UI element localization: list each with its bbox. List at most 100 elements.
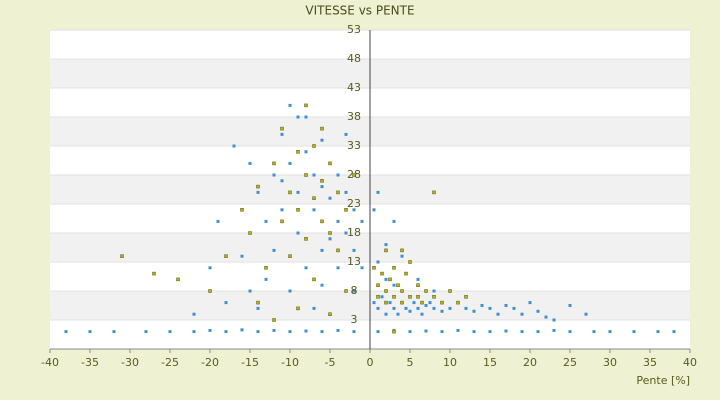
data-point (504, 304, 508, 307)
data-point (280, 132, 284, 136)
data-point (384, 300, 388, 305)
data-point (404, 271, 408, 276)
data-point (392, 266, 396, 270)
data-point (328, 237, 332, 241)
data-point (376, 190, 380, 194)
data-point (464, 306, 468, 310)
data-point (392, 295, 396, 299)
y-tick-label: 18 (347, 226, 361, 239)
data-point (408, 260, 412, 264)
data-point (384, 243, 388, 247)
data-point (376, 330, 380, 334)
data-point (488, 306, 492, 310)
x-tick-label: 5 (407, 356, 414, 369)
data-point (396, 283, 400, 287)
data-point (320, 283, 324, 287)
data-point (280, 179, 284, 183)
data-point (288, 254, 292, 258)
data-point (440, 330, 444, 334)
data-point (336, 219, 340, 223)
data-point (264, 219, 268, 223)
data-point (296, 190, 300, 194)
data-point (424, 289, 428, 293)
data-point (504, 329, 508, 333)
data-point (552, 318, 556, 322)
data-point (412, 301, 416, 305)
data-point (352, 330, 356, 334)
data-point (208, 266, 212, 270)
data-point (456, 300, 460, 305)
data-point (312, 144, 316, 148)
data-point (568, 304, 572, 307)
x-tick-label: -20 (201, 356, 219, 369)
data-point (248, 289, 252, 293)
data-point (408, 295, 412, 299)
data-point (192, 330, 196, 334)
data-point (288, 103, 292, 107)
data-point (256, 306, 260, 310)
data-point (352, 208, 356, 212)
x-tick-label: 40 (683, 356, 697, 369)
y-tick-label: 43 (347, 81, 361, 94)
data-point (264, 277, 268, 281)
data-point (296, 306, 300, 311)
data-point (608, 330, 612, 334)
data-point (416, 306, 420, 310)
data-point (344, 289, 348, 293)
data-point (280, 219, 284, 224)
data-point (400, 248, 404, 253)
data-point (372, 208, 376, 212)
data-point (336, 248, 340, 253)
data-point (256, 330, 260, 334)
data-point (272, 173, 276, 177)
data-point (296, 115, 300, 119)
data-point (240, 328, 244, 332)
data-point (296, 150, 300, 154)
y-tick-label: 33 (347, 139, 361, 152)
x-tick-label: -40 (41, 356, 59, 369)
data-point (632, 330, 636, 334)
data-point (592, 330, 596, 334)
data-point (404, 306, 408, 310)
data-point (384, 277, 388, 281)
data-point (536, 309, 540, 313)
data-point (488, 330, 492, 334)
data-point (336, 266, 340, 270)
data-point (432, 289, 436, 293)
data-point (256, 190, 260, 194)
data-point (480, 304, 484, 307)
data-point (64, 330, 68, 334)
data-point (568, 330, 572, 334)
x-tick-label: 30 (603, 356, 617, 369)
data-point (424, 329, 428, 333)
data-point (512, 306, 516, 310)
data-point (344, 132, 348, 136)
data-point (392, 329, 396, 334)
data-point (400, 254, 404, 258)
data-point (408, 330, 412, 334)
data-point (304, 173, 308, 177)
data-point (208, 328, 212, 332)
data-point (420, 312, 424, 316)
data-point (584, 312, 588, 316)
data-point (304, 103, 308, 108)
data-point (384, 289, 388, 293)
data-point (248, 231, 252, 235)
data-point (272, 318, 276, 322)
data-point (256, 184, 260, 189)
data-point (428, 301, 432, 305)
x-tick-label: -25 (161, 356, 179, 369)
data-point (216, 219, 220, 223)
chart-title: VITESSE vs PENTE (305, 4, 414, 18)
data-point (320, 248, 324, 252)
data-point (352, 289, 356, 293)
data-point (520, 330, 524, 334)
data-point (320, 179, 324, 183)
data-point (352, 173, 356, 177)
data-point (336, 173, 340, 177)
data-point (264, 266, 268, 270)
data-point (432, 295, 436, 299)
data-point (536, 330, 540, 334)
data-point (288, 330, 292, 334)
